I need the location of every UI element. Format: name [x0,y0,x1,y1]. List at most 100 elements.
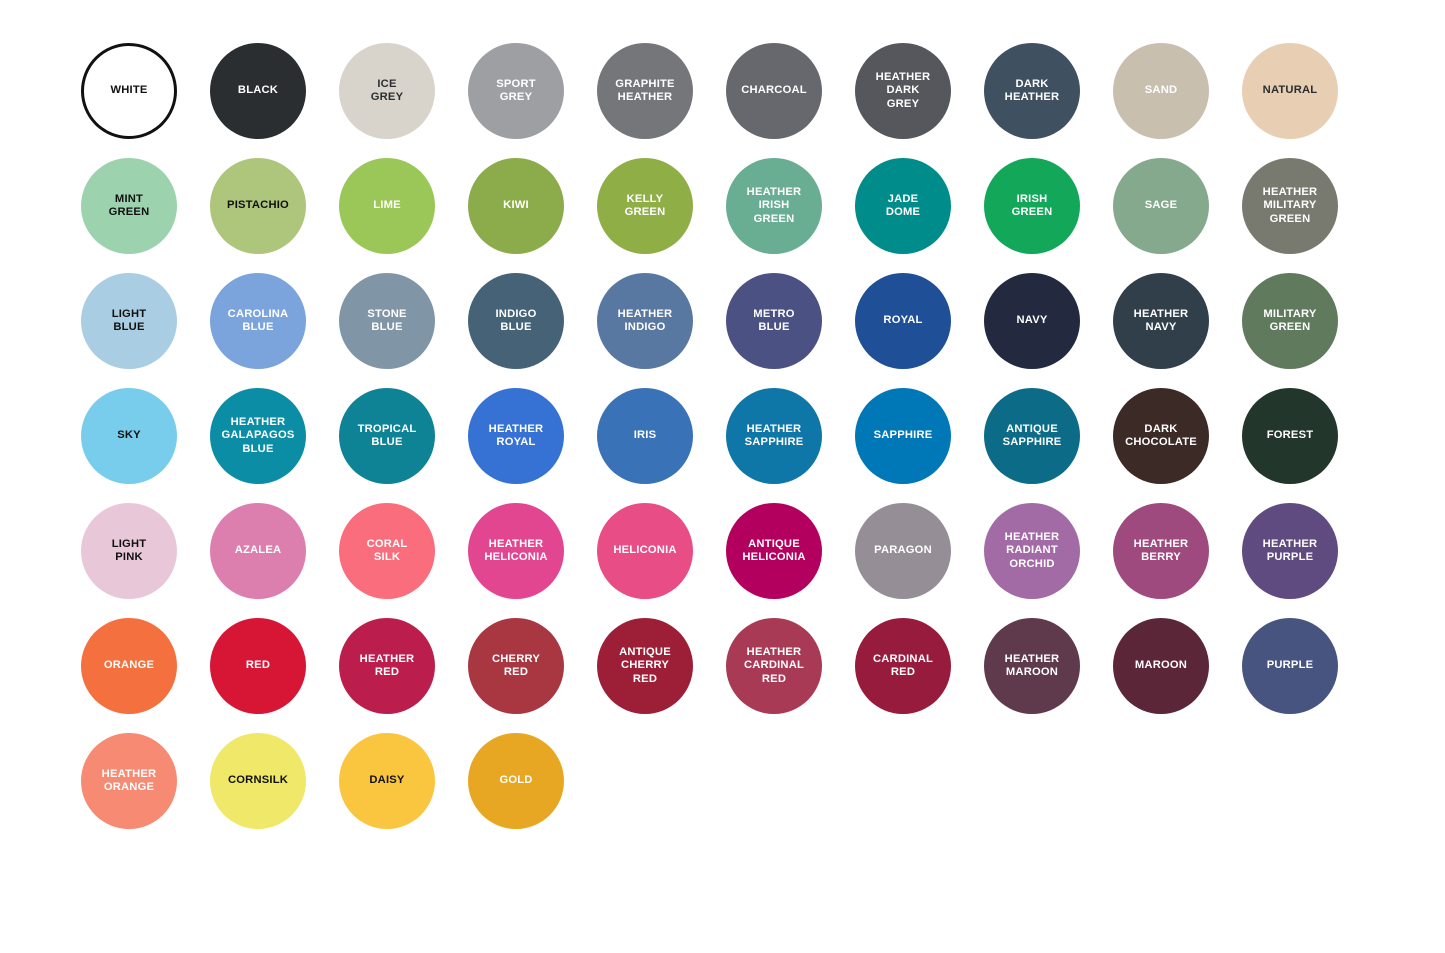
color-swatch[interactable]: SAND [1113,43,1209,139]
color-swatch[interactable]: HEATHER SAPPHIRE [726,388,822,484]
color-swatch[interactable]: HEATHER NAVY [1113,273,1209,369]
swatch-row-neutrals: WHITE BLACK ICE GREY SPORT GREY GRAPHITE HEA… [81,43,1445,139]
color-swatch[interactable]: PARAGON [855,503,951,599]
color-swatch[interactable]: KELLY GREEN [597,158,693,254]
color-swatch[interactable]: CHARCOAL [726,43,822,139]
color-swatch[interactable]: DARK CHOCOLATE [1113,388,1209,484]
color-swatch[interactable]: DARK HEATHER [984,43,1080,139]
color-swatch[interactable]: IRIS [597,388,693,484]
color-swatch-label: SAGE [1144,199,1178,212]
color-swatch-label: NAVY [1016,314,1048,327]
color-swatch[interactable]: JADE DOME [855,158,951,254]
swatch-row-greens: MINT GREEN PISTACHIO LIME KIWI KELLY GREEN HE… [81,158,1445,254]
color-swatch-label: DARK CHOCOLATE [1125,422,1197,448]
color-swatch-label: MILITARY GREEN [1263,307,1317,333]
color-swatch-label: SAPPHIRE [873,429,933,442]
color-swatch[interactable]: ICE GREY [339,43,435,139]
color-swatch[interactable]: LIME [339,158,435,254]
color-swatch[interactable]: CARDINAL RED [855,618,951,714]
color-swatch[interactable]: NATURAL [1242,43,1338,139]
color-swatch[interactable]: HEATHER HELICONIA [468,503,564,599]
color-swatch-label: CAROLINA BLUE [227,307,289,333]
color-swatch[interactable]: DAISY [339,733,435,829]
color-swatch[interactable]: HEATHER ORANGE [81,733,177,829]
color-swatch[interactable]: CAROLINA BLUE [210,273,306,369]
color-swatch[interactable]: HEATHER CARDINAL RED [726,618,822,714]
color-swatch[interactable]: TROPICAL BLUE [339,388,435,484]
color-swatch-label: HEATHER IRISH GREEN [746,186,802,225]
color-swatch-label: LIME [373,199,401,212]
color-swatch[interactable]: MILITARY GREEN [1242,273,1338,369]
color-swatch-label: IRISH GREEN [1011,192,1053,218]
color-swatch[interactable]: HEATHER MAROON [984,618,1080,714]
color-swatch[interactable]: CHERRY RED [468,618,564,714]
color-swatch[interactable]: HEATHER PURPLE [1242,503,1338,599]
color-swatch-label: CHARCOAL [741,84,807,97]
color-swatch[interactable]: HEATHER INDIGO [597,273,693,369]
color-swatch[interactable]: CORNSILK [210,733,306,829]
color-swatch[interactable]: LIGHT BLUE [81,273,177,369]
color-swatch[interactable]: KIWI [468,158,564,254]
color-swatch-label: JADE DOME [885,192,921,218]
color-swatch[interactable]: ORANGE [81,618,177,714]
color-swatch[interactable]: ANTIQUE SAPPHIRE [984,388,1080,484]
color-swatch[interactable]: HEATHER BERRY [1113,503,1209,599]
color-swatch-label: DAISY [369,774,405,787]
color-swatch-label: HEATHER MILITARY GREEN [1262,186,1318,225]
color-swatch[interactable]: HEATHER IRISH GREEN [726,158,822,254]
color-swatch[interactable]: SAGE [1113,158,1209,254]
color-swatch[interactable]: HEATHER MILITARY GREEN [1242,158,1338,254]
color-swatch[interactable]: HEATHER RED [339,618,435,714]
color-swatch-label: KELLY GREEN [624,192,666,218]
color-swatch[interactable]: ANTIQUE HELICONIA [726,503,822,599]
color-swatch[interactable]: BLACK [210,43,306,139]
color-swatch[interactable]: WHITE [81,43,177,139]
color-swatch-label: HEATHER CARDINAL RED [743,646,805,685]
color-swatch[interactable]: FOREST [1242,388,1338,484]
color-swatch[interactable]: RED [210,618,306,714]
color-swatch-label: HEATHER HELICONIA [484,537,548,563]
color-swatch[interactable]: HEATHER RADIANT ORCHID [984,503,1080,599]
color-swatch[interactable]: LIGHT PINK [81,503,177,599]
color-swatch[interactable]: HEATHER ROYAL [468,388,564,484]
color-swatch-label: WHITE [110,84,148,97]
swatch-row-reds: ORANGE RED HEATHER RED CHERRY RED ANTIQUE CH… [81,618,1445,714]
color-swatch[interactable]: ROYAL [855,273,951,369]
color-swatch[interactable]: AZALEA [210,503,306,599]
color-swatch-label: PARAGON [874,544,932,557]
color-swatch-label: HEATHER DARK GREY [875,71,931,110]
color-swatch-label: ANTIQUE SAPPHIRE [1002,422,1062,448]
color-swatch[interactable]: HEATHER DARK GREY [855,43,951,139]
color-swatch-label: INDIGO BLUE [495,307,537,333]
color-swatch[interactable]: MAROON [1113,618,1209,714]
color-swatch-label: GRAPHITE HEATHER [615,77,675,103]
color-swatch-label: DARK HEATHER [1004,77,1060,103]
color-swatch[interactable]: IRISH GREEN [984,158,1080,254]
color-swatch-label: HEATHER ORANGE [101,767,157,793]
color-swatch-label: RED [245,659,271,672]
color-swatch[interactable]: PURPLE [1242,618,1338,714]
color-swatch[interactable]: SAPPHIRE [855,388,951,484]
color-swatch[interactable]: ANTIQUE CHERRY RED [597,618,693,714]
color-swatch-label: HELICONIA [613,544,677,557]
color-swatch[interactable]: HELICONIA [597,503,693,599]
color-swatch-label: HEATHER PURPLE [1262,537,1318,563]
color-swatch[interactable]: METRO BLUE [726,273,822,369]
color-swatch[interactable]: HEATHER GALAPAGOS BLUE [210,388,306,484]
color-swatch[interactable]: MINT GREEN [81,158,177,254]
color-swatch-label: FOREST [1266,429,1314,442]
color-swatch-label: NATURAL [1262,84,1318,97]
color-swatch-label: SAND [1144,84,1178,97]
color-swatch[interactable]: NAVY [984,273,1080,369]
color-swatch[interactable]: GRAPHITE HEATHER [597,43,693,139]
color-swatch-label: TROPICAL BLUE [357,422,417,448]
color-swatch[interactable]: PISTACHIO [210,158,306,254]
color-swatch-label: HEATHER RADIANT ORCHID [1004,531,1060,570]
color-swatch[interactable]: INDIGO BLUE [468,273,564,369]
color-swatch[interactable]: CORAL SILK [339,503,435,599]
color-swatch[interactable]: GOLD [468,733,564,829]
color-swatch[interactable]: SPORT GREY [468,43,564,139]
color-swatch[interactable]: STONE BLUE [339,273,435,369]
color-swatch[interactable]: SKY [81,388,177,484]
